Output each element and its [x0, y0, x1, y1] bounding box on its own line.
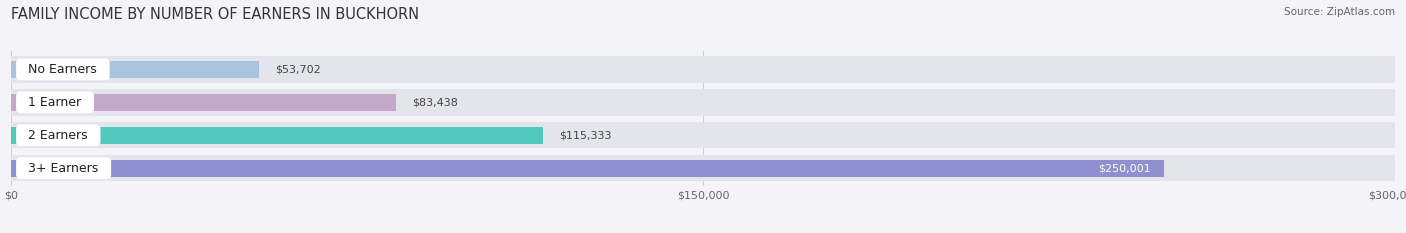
Text: FAMILY INCOME BY NUMBER OF EARNERS IN BUCKHORN: FAMILY INCOME BY NUMBER OF EARNERS IN BU…: [11, 7, 419, 22]
Text: $53,702: $53,702: [276, 64, 321, 74]
Bar: [11, 122, 1395, 148]
Text: 1 Earner: 1 Earner: [21, 96, 90, 109]
Bar: [11, 127, 543, 144]
Bar: [11, 89, 1395, 116]
Text: 2 Earners: 2 Earners: [21, 129, 96, 142]
Text: $115,333: $115,333: [560, 130, 612, 140]
Bar: [11, 61, 259, 78]
Text: No Earners: No Earners: [21, 63, 105, 76]
Text: $250,001: $250,001: [1098, 163, 1150, 173]
Text: Source: ZipAtlas.com: Source: ZipAtlas.com: [1284, 7, 1395, 17]
Bar: [11, 160, 1164, 177]
Bar: [11, 94, 396, 111]
Text: 3+ Earners: 3+ Earners: [21, 162, 107, 175]
Bar: [11, 56, 1395, 82]
Text: $83,438: $83,438: [412, 97, 458, 107]
Bar: [11, 155, 1395, 182]
